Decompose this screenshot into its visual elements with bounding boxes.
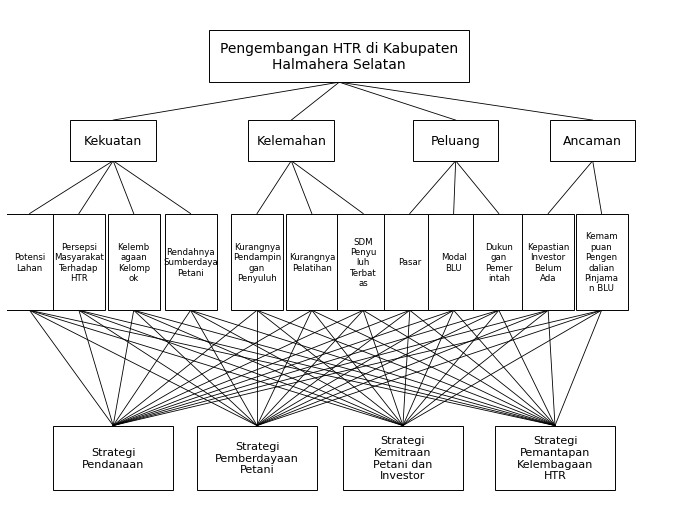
Text: Kemam
puan
Pengen
dalian
Pinjama
n BLU: Kemam puan Pengen dalian Pinjama n BLU [584,232,619,293]
FancyBboxPatch shape [108,214,160,311]
Text: Peluang: Peluang [431,135,480,147]
FancyBboxPatch shape [53,214,105,311]
Text: Strategi
Pemberdayaan
Petani: Strategi Pemberdayaan Petani [215,441,299,475]
Text: Strategi
Pemantapan
Kelembagaan
HTR: Strategi Pemantapan Kelembagaan HTR [517,435,593,480]
Text: Pengembangan HTR di Kabupaten
Halmahera Selatan: Pengembangan HTR di Kabupaten Halmahera … [220,42,459,72]
FancyBboxPatch shape [473,214,525,311]
FancyBboxPatch shape [197,426,317,490]
Text: Strategi
Kemitraan
Petani dan
Investor: Strategi Kemitraan Petani dan Investor [373,435,433,480]
FancyBboxPatch shape [522,214,574,311]
Text: Dukun
gan
Pemer
intah: Dukun gan Pemer intah [485,242,513,282]
FancyBboxPatch shape [209,31,470,83]
FancyBboxPatch shape [164,214,217,311]
FancyBboxPatch shape [231,214,283,311]
FancyBboxPatch shape [413,121,498,162]
FancyBboxPatch shape [337,214,389,311]
FancyBboxPatch shape [3,214,56,311]
FancyBboxPatch shape [550,121,635,162]
FancyBboxPatch shape [495,426,615,490]
Text: Kurangnya
Pelatihan: Kurangnya Pelatihan [289,252,335,272]
FancyBboxPatch shape [575,214,628,311]
Text: SDM
Penyu
luh
Terbat
as: SDM Penyu luh Terbat as [350,237,377,288]
Text: Kelemb
agaan
Kelomp
ok: Kelemb agaan Kelomp ok [117,242,150,282]
FancyBboxPatch shape [428,214,480,311]
Text: Rendahnya
Sumberdaya
Petani: Rendahnya Sumberdaya Petani [163,247,218,277]
Text: Modal
BLU: Modal BLU [440,252,466,272]
Text: Pasar: Pasar [398,258,421,267]
Text: Kelemahan: Kelemahan [257,135,326,147]
Text: Persepsi
Masyarakat
Terhadap
HTR: Persepsi Masyarakat Terhadap HTR [54,242,104,282]
FancyBboxPatch shape [343,426,463,490]
Text: Potensi
Lahan: Potensi Lahan [14,252,45,272]
Text: Strategi
Pendanaan: Strategi Pendanaan [82,447,145,469]
Text: Kurangnya
Pendampin
gan
Penyuluh: Kurangnya Pendampin gan Penyuluh [233,242,281,282]
FancyBboxPatch shape [53,426,173,490]
FancyBboxPatch shape [384,214,435,311]
Text: Kepastian
Investor
Belum
Ada: Kepastian Investor Belum Ada [527,242,570,282]
FancyBboxPatch shape [286,214,338,311]
FancyBboxPatch shape [248,121,334,162]
Text: Ancaman: Ancaman [563,135,622,147]
FancyBboxPatch shape [71,121,156,162]
Text: Kekuatan: Kekuatan [84,135,143,147]
